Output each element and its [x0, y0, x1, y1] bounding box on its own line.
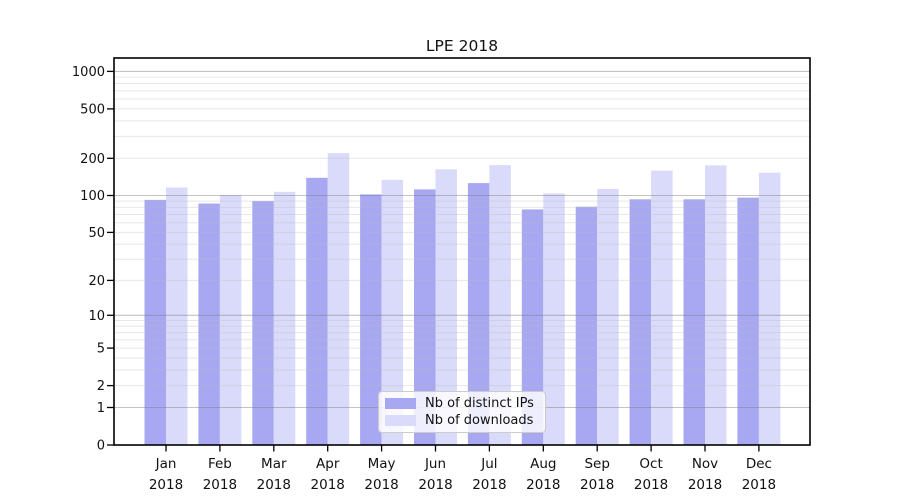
bar — [414, 189, 436, 445]
bar — [597, 188, 619, 445]
bar — [651, 170, 673, 445]
x-tick-label-month: Nov — [692, 456, 718, 472]
legend-item-distinct-ips: Nb of distinct IPs — [385, 396, 537, 411]
x-tick-label-year: 2018 — [418, 477, 452, 493]
bar — [521, 209, 544, 445]
y-tick-label: 20 — [88, 274, 105, 289]
bar — [758, 172, 781, 445]
y-tick-label: 2 — [97, 379, 105, 394]
x-tick-label-year: 2018 — [364, 477, 398, 493]
bar — [683, 199, 705, 445]
x-tick-label-year: 2018 — [580, 477, 614, 493]
bar — [737, 197, 759, 445]
y-tick-label: 0 — [97, 439, 105, 454]
bar — [629, 199, 652, 445]
bar — [489, 165, 511, 445]
chart-title: LPE 2018 — [425, 37, 499, 55]
bar — [166, 187, 188, 445]
plot-border — [113, 57, 811, 446]
bar — [198, 203, 220, 445]
bar — [705, 165, 727, 445]
bar — [219, 194, 242, 445]
x-tick-label-month: Oct — [639, 456, 662, 472]
x-tick-label-month: May — [368, 456, 396, 472]
legend-label-downloads: Nb of downloads — [425, 412, 534, 428]
x-tick-label-year: 2018 — [149, 477, 183, 493]
bar — [327, 153, 350, 445]
y-tick-label: 50 — [88, 226, 105, 241]
legend-item-downloads: Nb of downloads — [385, 413, 537, 428]
x-tick-label-year: 2018 — [311, 477, 345, 493]
bar — [543, 193, 565, 445]
x-tick-label-month: Sep — [584, 456, 609, 472]
x-tick-label-month: Jan — [155, 456, 177, 472]
y-tick-label: 200 — [80, 152, 105, 167]
x-tick-label-month: Aug — [530, 456, 556, 472]
y-tick-label: 1000 — [72, 65, 105, 80]
y-tick-label: 1 — [97, 401, 105, 416]
x-tick-label-month: Jun — [424, 456, 446, 472]
bar — [252, 201, 274, 445]
y-tick-label: 10 — [88, 309, 105, 324]
x-tick-label-month: Mar — [261, 456, 287, 472]
bar — [144, 199, 166, 445]
x-tick-label-year: 2018 — [526, 477, 560, 493]
legend: Nb of distinct IPs Nb of downloads — [378, 391, 546, 433]
x-tick-label-year: 2018 — [634, 477, 668, 493]
x-tick-label-year: 2018 — [257, 477, 291, 493]
x-tick-label-month: Jul — [480, 456, 497, 472]
bar — [273, 191, 296, 445]
x-tick-label-year: 2018 — [472, 477, 506, 493]
legend-swatch-distinct-ips — [385, 398, 416, 410]
x-tick-label-year: 2018 — [688, 477, 722, 493]
y-tick-label: 100 — [80, 189, 105, 204]
bar — [360, 194, 382, 445]
bar — [435, 169, 457, 446]
legend-label-distinct-ips: Nb of distinct IPs — [425, 396, 534, 412]
x-tick-label-month: Apr — [316, 456, 340, 472]
x-tick-label-year: 2018 — [742, 477, 776, 493]
bar — [306, 177, 328, 446]
y-tick-label: 5 — [97, 342, 105, 357]
legend-swatch-downloads — [385, 414, 416, 426]
bar — [467, 183, 490, 445]
x-tick-label-month: Feb — [208, 456, 232, 472]
y-tick-label: 500 — [80, 102, 105, 117]
x-tick-label-year: 2018 — [203, 477, 237, 493]
bar — [575, 206, 598, 445]
bar — [381, 179, 404, 446]
x-tick-label-month: Dec — [746, 456, 772, 472]
